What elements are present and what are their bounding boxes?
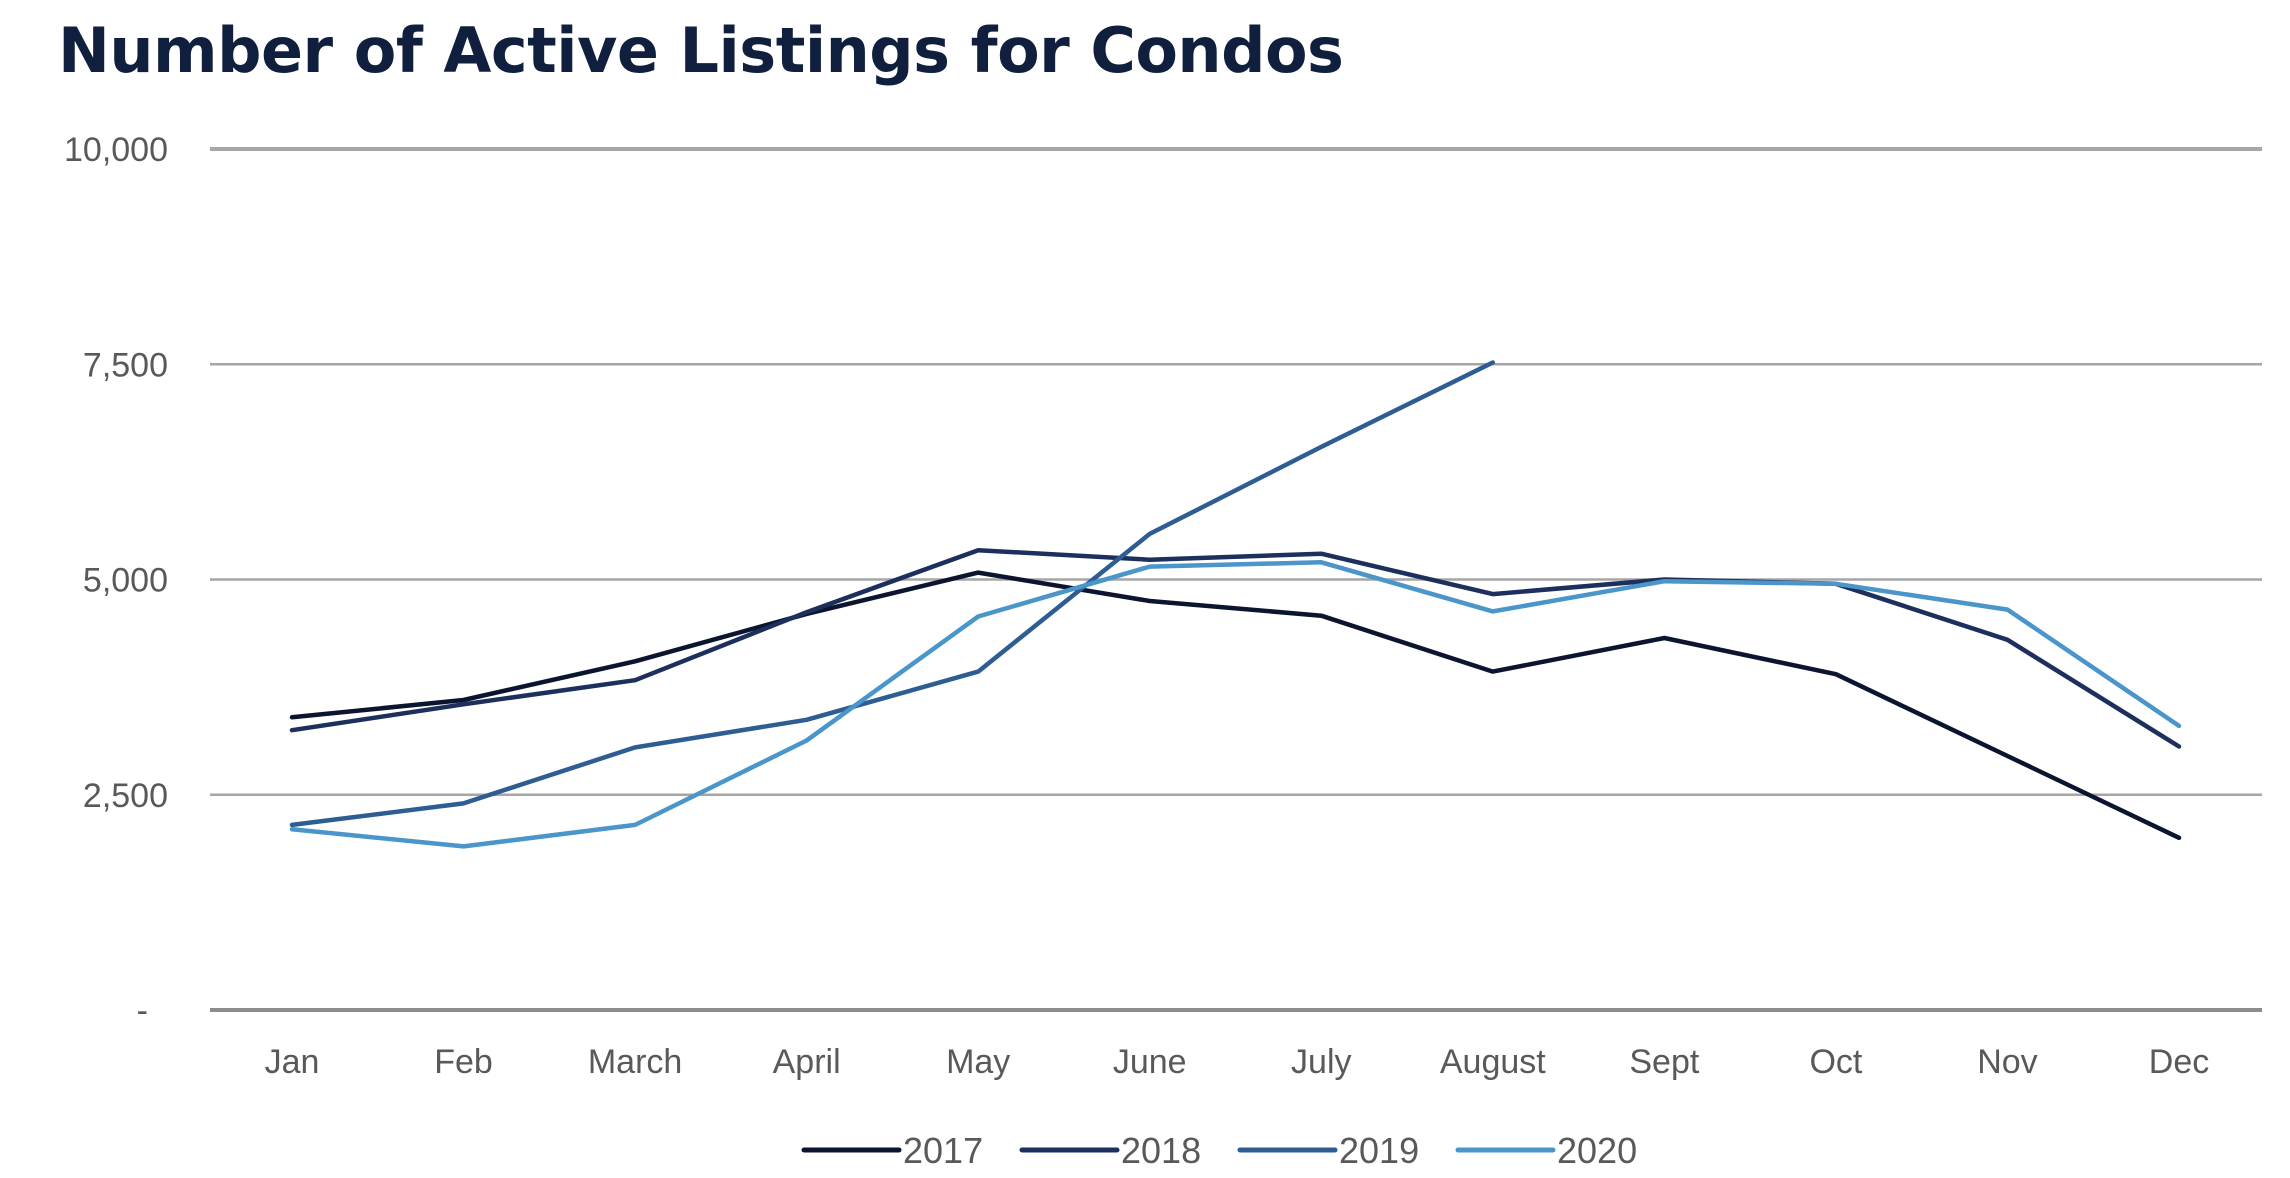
legend-label: 2018 [1121, 1130, 1201, 1171]
legend-label: 2020 [1557, 1130, 1637, 1171]
y-axis-ticks: - 2,500 5,000 7,500 10,000 [64, 131, 168, 1030]
series-line-2019 [289, 360, 1496, 828]
x-tick-label: July [1291, 1043, 1351, 1081]
legend-item-2017: 2017 [801, 1130, 983, 1171]
x-tick-label: Nov [1977, 1043, 2037, 1081]
x-tick-label: Feb [434, 1043, 493, 1081]
y-tick-label: 7,500 [83, 346, 168, 384]
y-tick-label: 10,000 [64, 131, 168, 169]
legend-label: 2017 [903, 1130, 983, 1171]
legend-label: 2019 [1339, 1130, 1419, 1171]
x-tick-label: August [1440, 1043, 1546, 1081]
legend-item-2018: 2018 [1019, 1130, 1201, 1171]
x-tick-label: May [946, 1043, 1010, 1081]
series-lines [289, 360, 2182, 849]
x-tick-label: June [1113, 1043, 1187, 1081]
legend: 2017 2018 2019 2020 [801, 1130, 1637, 1171]
gridlines [210, 147, 2262, 1012]
y-tick-label: - [137, 992, 148, 1030]
legend-item-2019: 2019 [1237, 1130, 1419, 1171]
legend-item-2020: 2020 [1455, 1130, 1637, 1171]
x-tick-label: Dec [2149, 1043, 2209, 1081]
x-axis-ticks: Jan Feb March April May June July August Sept Oct… [265, 1043, 2210, 1081]
chart-title: Number of Active Listings for Condos [58, 14, 1344, 87]
x-tick-label: Sept [1629, 1043, 1699, 1081]
y-tick-label: 2,500 [83, 777, 168, 815]
x-tick-label: Oct [1809, 1043, 1862, 1081]
x-tick-label: April [773, 1043, 841, 1081]
series-line-2018 [289, 547, 2182, 749]
x-tick-label: March [588, 1043, 682, 1081]
y-tick-label: 5,000 [83, 562, 168, 600]
series-line-2017 [289, 570, 2182, 841]
series-line-2020 [289, 560, 2182, 849]
x-tick-label: Jan [265, 1043, 320, 1081]
